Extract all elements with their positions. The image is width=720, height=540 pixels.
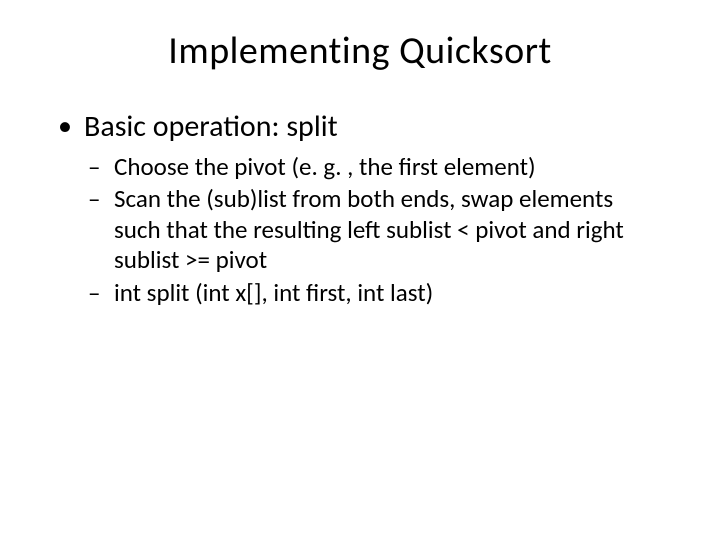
sub-bullet-item: Choose the pivot (e. g. , the first elem…: [84, 152, 664, 183]
sub-bullet-text: Scan the (sub)list from both ends, swap …: [114, 183, 624, 275]
sub-bullet-text: Choose the pivot (e. g. , the first elem…: [114, 151, 536, 182]
bullet-text: Basic operation: split: [84, 108, 338, 145]
sub-bullet-text: int split (int x[], int first, int last): [114, 277, 433, 308]
sub-bullet-item: int split (int x[], int first, int last): [84, 278, 664, 309]
slide-title: Implementing Quicksort: [0, 0, 720, 74]
slide: Implementing Quicksort Basic operation: …: [0, 0, 720, 540]
sub-bullet-item: Scan the (sub)list from both ends, swap …: [84, 184, 664, 276]
bullet-item: Basic operation: split Choose the pivot …: [56, 108, 664, 308]
bullet-list-level1: Basic operation: split Choose the pivot …: [56, 108, 664, 308]
slide-body: Basic operation: split Choose the pivot …: [0, 74, 720, 308]
bullet-list-level2: Choose the pivot (e. g. , the first elem…: [84, 152, 664, 309]
